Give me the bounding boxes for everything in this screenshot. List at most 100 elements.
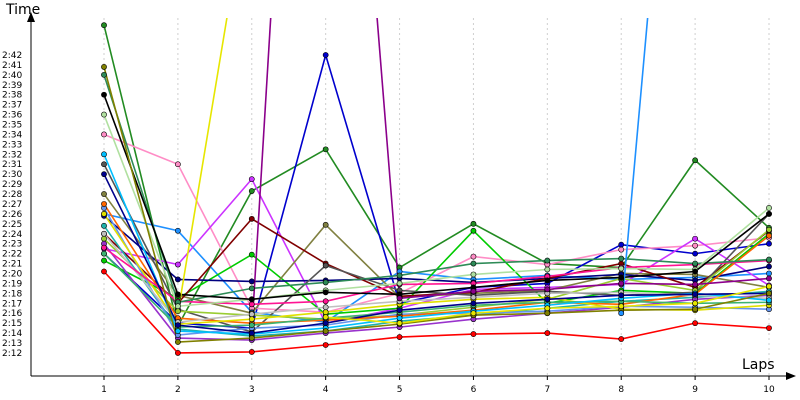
data-point (174, 276, 181, 283)
data-point (248, 330, 255, 336)
y-tick-label: 2:26 (2, 210, 22, 220)
data-point (101, 111, 107, 118)
y-tick-label: 2:18 (2, 289, 22, 299)
data-point (544, 266, 551, 273)
data-point (766, 240, 772, 247)
data-point (174, 339, 181, 345)
series-line (103, 74, 770, 304)
data-point (470, 310, 477, 317)
data-point (470, 260, 477, 267)
y-tick-label: 2:22 (2, 250, 22, 260)
y-tick-label: 2:24 (2, 230, 22, 240)
y-tick-label: 2:36 (2, 111, 22, 121)
data-point (248, 215, 255, 222)
y-tick-label: 2:19 (2, 279, 22, 289)
series-line (103, 215, 770, 284)
y-axis-title: Time (5, 2, 40, 18)
data-point (248, 316, 255, 323)
x-tick-label: 7 (544, 385, 550, 395)
data-point (101, 22, 107, 29)
data-point (248, 176, 255, 183)
data-point (101, 257, 107, 264)
data-point (766, 275, 772, 282)
data-point (544, 277, 551, 284)
data-point (544, 296, 551, 303)
data-point (322, 304, 329, 311)
data-point (248, 301, 255, 308)
data-point (322, 320, 329, 327)
y-tick-label: 2:27 (2, 200, 22, 210)
data-point (618, 255, 625, 262)
data-point (322, 279, 329, 286)
y-tick-label: 2:12 (2, 349, 22, 359)
data-point (322, 328, 329, 334)
series-line (177, 18, 228, 314)
y-tick-label: 2:34 (2, 130, 22, 140)
data-point (544, 257, 551, 264)
data-point (470, 288, 477, 295)
y-tick-label: 2:13 (2, 339, 22, 349)
x-tick-label: 9 (692, 385, 698, 395)
data-point (766, 232, 772, 239)
data-point (544, 330, 551, 336)
x-tick-label: 8 (618, 385, 624, 395)
data-point (248, 188, 255, 194)
data-point (248, 285, 255, 292)
data-point (766, 263, 772, 270)
data-point (618, 303, 625, 310)
y-tick-label: 2:15 (2, 319, 22, 329)
data-point (101, 250, 107, 257)
data-point (322, 52, 329, 58)
data-point (618, 241, 625, 248)
data-point (101, 91, 107, 98)
series-line (103, 233, 770, 323)
data-point (322, 146, 329, 153)
x-tick-label: 1 (101, 385, 107, 395)
data-point (766, 283, 772, 290)
data-point (470, 271, 477, 278)
axes (27, 12, 796, 380)
data-point (101, 161, 107, 168)
data-point (101, 235, 107, 242)
series-line (103, 243, 770, 341)
x-axis-title: Laps (742, 357, 775, 373)
data-point (174, 303, 181, 310)
x-axis-arrow (786, 372, 796, 380)
series-line (103, 94, 770, 301)
y-tick-label: 2:39 (2, 81, 22, 91)
y-tick-label: 2:23 (2, 240, 22, 250)
data-point (470, 220, 477, 227)
y-tick-label: 2:20 (2, 269, 22, 279)
data-point (174, 161, 181, 168)
data-point (618, 280, 625, 287)
y-tick-label: 2:37 (2, 101, 22, 111)
data-point (248, 251, 255, 258)
data-point (692, 235, 699, 242)
data-point (396, 280, 403, 287)
y-tick-label: 2:41 (2, 61, 22, 71)
y-tick-label: 2:31 (2, 160, 22, 170)
series-line (103, 207, 770, 336)
data-point (101, 171, 107, 178)
data-point (322, 221, 329, 228)
data-point (692, 157, 699, 164)
y-tick-label: 2:30 (2, 170, 22, 180)
data-point (396, 334, 403, 340)
series-line (103, 52, 770, 329)
y-tick-label: 2:42 (2, 51, 22, 61)
y-tick-label: 2:29 (2, 180, 22, 190)
data-point (618, 310, 625, 317)
data-point (174, 261, 181, 268)
data-point (618, 336, 625, 342)
data-point (101, 222, 107, 229)
data-point (692, 242, 699, 249)
data-point (396, 295, 403, 302)
y-tick-label: 2:14 (2, 329, 22, 339)
data-point (470, 300, 477, 307)
data-point (101, 268, 107, 275)
x-tick-label: 10 (763, 385, 775, 395)
data-point (544, 310, 551, 317)
x-tick-label: 5 (397, 385, 403, 395)
data-point (544, 305, 551, 312)
